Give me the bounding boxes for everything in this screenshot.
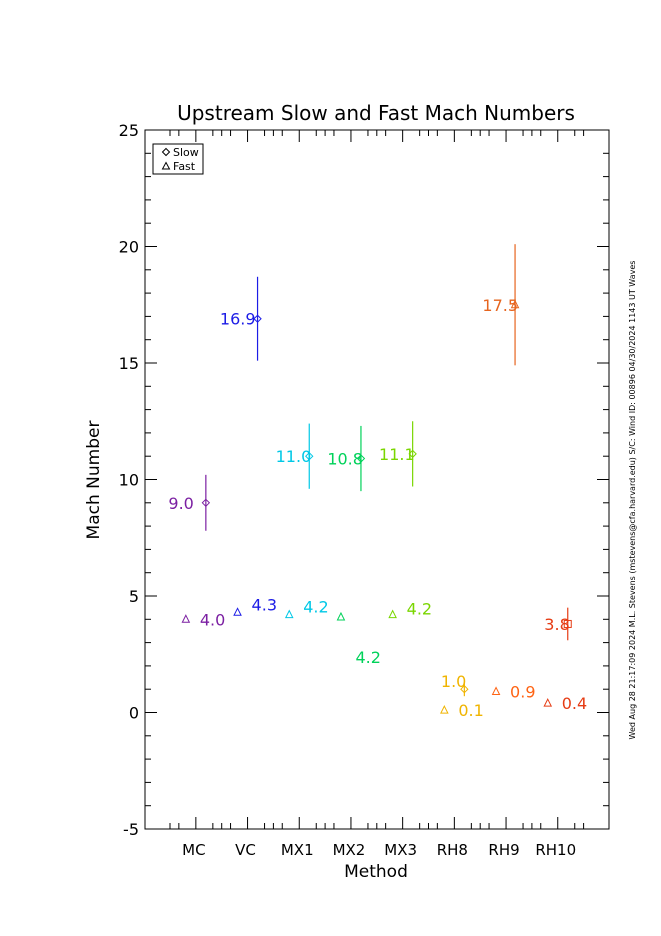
diamond-marker [356,454,366,463]
x-tick-labels: MC VC MX1 MX2 MX3 RH8 RH9 RH10 [182,841,576,859]
diamond-marker [253,314,262,323]
x-tick-label: VC [235,841,256,859]
y-tick-label: 10 [119,471,139,490]
data-label: 9.0 [168,494,193,513]
square-marker [563,619,572,628]
legend-label-fast: Fast [173,160,196,173]
data-label: 10.8 [327,450,363,469]
data-point: 0.9 [491,683,536,702]
data-label: 16.9 [220,310,256,329]
y-tick-label: 0 [129,704,139,723]
data-label: 0.1 [458,701,483,720]
data-point: 11.1 [379,421,417,487]
data-point: 4.2 [284,598,329,619]
legend-box [152,143,204,175]
legend-label-slow: Slow [173,146,199,159]
data-label: 4.0 [200,610,225,629]
triangle-marker [543,698,553,707]
side-note: Wed Aug 28 21:17:09 2024 M.L. Stevens (m… [628,261,637,740]
diamond-marker [408,449,417,459]
triangle-marker [233,607,242,616]
y-tick-labels: -5 0 5 10 15 20 25 [119,121,139,839]
triangle-marker [440,705,449,714]
plot-frame [144,129,610,830]
x-tick-label: MX1 [281,841,314,859]
x-tick-label: RH8 [437,841,468,859]
x-axis-label: Method [344,862,408,882]
data-point: 4.3 [233,595,277,616]
data-point: 4.0 [181,610,225,629]
data-point: 10.8 [327,425,366,492]
x-tick-label: MX3 [384,841,417,859]
data-label: 1.0 [441,672,466,691]
data-points: 9.0 16.9 11.0 10.8 11.1 1.0 3.8 4.0 4.3 4.2 4.2 4.2… [168,244,587,720]
data-label: 11.0 [276,447,312,466]
data-point: 11.0 [276,423,314,489]
diamond-marker [305,451,314,461]
y-tick-label: 5 [129,587,139,606]
legend-triangle-marker [161,161,171,170]
data-label: 4.2 [355,648,380,667]
diamond-marker [201,498,211,508]
data-point: 9.0 [168,474,211,531]
data-label: 4.2 [407,600,432,619]
triangle-marker [336,611,346,621]
data-label: 4.3 [252,595,277,614]
data-point: 4.2 [388,600,432,619]
data-point: 0.4 [543,694,587,713]
y-tick-label: 20 [119,238,139,257]
data-label: 4.2 [303,598,328,617]
x-tick-label: RH9 [488,841,519,859]
data-label: 17.5 [482,296,518,315]
chart-title: Upstream Slow and Fast Mach Numbers [177,101,575,125]
data-point: 17.5 [482,244,520,366]
data-point: 3.8 [544,607,572,641]
data-point: 16.9 [220,276,262,361]
x-tick-label: MC [182,841,205,859]
data-label: 3.8 [544,615,569,634]
y-tick-label: 25 [119,121,139,140]
data-point: 4.2 [336,611,381,667]
y-tick-label: 15 [119,354,139,373]
y-tick-label: -5 [123,820,139,839]
axis-ticks [145,129,609,830]
diamond-marker [460,684,469,694]
triangle-marker [510,299,520,309]
x-tick-label: MX2 [333,841,366,859]
triangle-marker [284,609,294,619]
data-label: 0.9 [510,683,535,702]
data-point: 1.0 [441,672,469,697]
triangle-marker [181,614,191,623]
y-axis-label: Mach Number [84,421,104,540]
legend-diamond-marker [161,147,171,157]
triangle-marker [388,609,397,619]
triangle-marker [491,686,501,696]
legend: Slow Fast [152,143,204,175]
data-label: 0.4 [562,694,587,713]
data-label: 11.1 [379,445,415,464]
data-point: 0.1 [440,701,484,720]
x-tick-label: RH10 [535,841,576,859]
